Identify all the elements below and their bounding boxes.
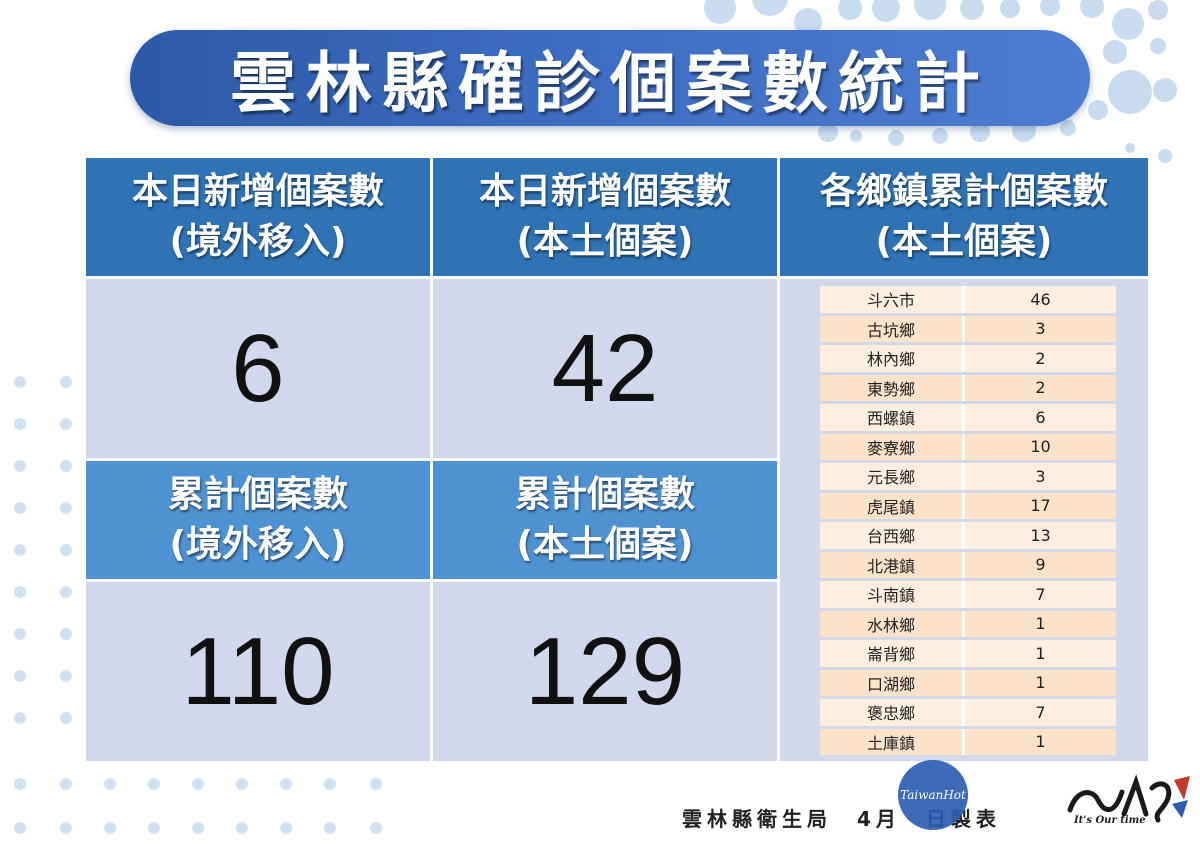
township-row: 麥寮鄉 10 [820, 433, 1116, 460]
township-name: 東勢鄉 [820, 374, 965, 401]
township-name: 元長鄉 [820, 463, 965, 490]
township-row: 北港鎮 9 [820, 551, 1116, 578]
header-cumulative-imported-line1: 累計個案數 [167, 474, 348, 515]
township-name: 斗六市 [820, 286, 965, 313]
watermark-badge: TaiwanHot [898, 760, 968, 830]
header-daily-local-line2: (本土個案) [516, 221, 694, 262]
township-row: 西螺鎮 6 [820, 404, 1116, 431]
township-count: 46 [965, 286, 1116, 313]
daily-local-value: 42 [551, 314, 659, 422]
township-row: 水林鄉 1 [820, 610, 1116, 637]
township-count: 1 [965, 669, 1116, 696]
header-cumulative-imported: 累計個案數 (境外移入) [86, 461, 430, 579]
cumulative-local-value: 129 [524, 617, 686, 725]
header-township-local-line2: (本土個案) [875, 221, 1053, 262]
daily-local-cell: 42 [433, 279, 777, 458]
township-row: 東勢鄉 2 [820, 374, 1116, 401]
township-name: 北港鎮 [820, 551, 965, 578]
header-cumulative-local: 累計個案數 (本土個案) [433, 461, 777, 579]
township-count: 1 [965, 610, 1116, 637]
township-row: 元長鄉 3 [820, 463, 1116, 490]
township-name: 褒忠鄉 [820, 699, 965, 726]
township-count: 13 [965, 522, 1116, 549]
township-name: 土庫鎮 [820, 728, 965, 755]
township-name: 麥寮鄉 [820, 433, 965, 460]
header-daily-imported: 本日新增個案數 (境外移入) [86, 158, 430, 276]
township-row: 口湖鄉 1 [820, 669, 1116, 696]
header-cumulative-imported-line2: (境外移入) [169, 524, 347, 565]
header-daily-local-line1: 本日新增個案數 [478, 171, 731, 212]
township-row: 褒忠鄉 7 [820, 699, 1116, 726]
township-table: 斗六市 46 古坑鄉 3 林內鄉 2 東勢鄉 2 西螺鎮 6 麥寮鄉 10 元長鄉 3 虎尾鎮 17 台西鄉 13… [820, 283, 1116, 758]
township-name: 古坑鄉 [820, 315, 965, 342]
township-name: 口湖鄉 [820, 669, 965, 696]
township-count: 1 [965, 640, 1116, 667]
township-name: 西螺鎮 [820, 404, 965, 431]
daily-imported-cell: 6 [86, 279, 430, 458]
township-count: 2 [965, 374, 1116, 401]
header-daily-imported-line2: (境外移入) [169, 221, 347, 262]
header-township-local: 各鄉鎮累計個案數 (本土個案) [780, 158, 1148, 276]
township-row: 林內鄉 2 [820, 345, 1116, 372]
township-count: 17 [965, 492, 1116, 519]
cumulative-imported-value: 110 [181, 617, 335, 725]
cumulative-imported-cell: 110 [86, 582, 430, 761]
township-name: 水林鄉 [820, 610, 965, 637]
township-count: 7 [965, 699, 1116, 726]
township-row: 虎尾鎮 17 [820, 492, 1116, 519]
township-name: 崙背鄉 [820, 640, 965, 667]
township-count: 6 [965, 404, 1116, 431]
watermark-text: TaiwanHot [900, 788, 966, 802]
township-count: 10 [965, 433, 1116, 460]
cumulative-local-cell: 129 [433, 582, 777, 761]
logo-slogan: It's Our time [1074, 815, 1146, 826]
township-count: 2 [965, 345, 1116, 372]
page-title: 雲林縣確診個案數統計 [230, 45, 990, 122]
township-row: 台西鄉 13 [820, 522, 1116, 549]
daily-imported-value: 6 [231, 314, 285, 422]
township-name: 林內鄉 [820, 345, 965, 372]
township-count: 9 [965, 551, 1116, 578]
township-row: 斗六市 46 [820, 286, 1116, 313]
township-count: 7 [965, 581, 1116, 608]
township-row: 斗南鎮 7 [820, 581, 1116, 608]
township-count: 3 [965, 463, 1116, 490]
county-logo [1067, 774, 1190, 823]
header-daily-imported-line1: 本日新增個案數 [131, 171, 384, 212]
township-name: 台西鄉 [820, 522, 965, 549]
township-name: 斗南鎮 [820, 581, 965, 608]
township-name: 虎尾鎮 [820, 492, 965, 519]
township-row: 崙背鄉 1 [820, 640, 1116, 667]
township-row: 古坑鄉 3 [820, 315, 1116, 342]
header-cumulative-local-line1: 累計個案數 [514, 474, 695, 515]
title-banner: 雲林縣確診個案數統計 [130, 30, 1090, 126]
township-count: 3 [965, 315, 1116, 342]
header-township-local-line1: 各鄉鎮累計個案數 [819, 171, 1108, 212]
township-count: 1 [965, 728, 1116, 755]
township-row: 土庫鎮 1 [820, 728, 1116, 755]
header-cumulative-local-line2: (本土個案) [516, 524, 694, 565]
header-daily-local: 本日新增個案數 (本土個案) [433, 158, 777, 276]
